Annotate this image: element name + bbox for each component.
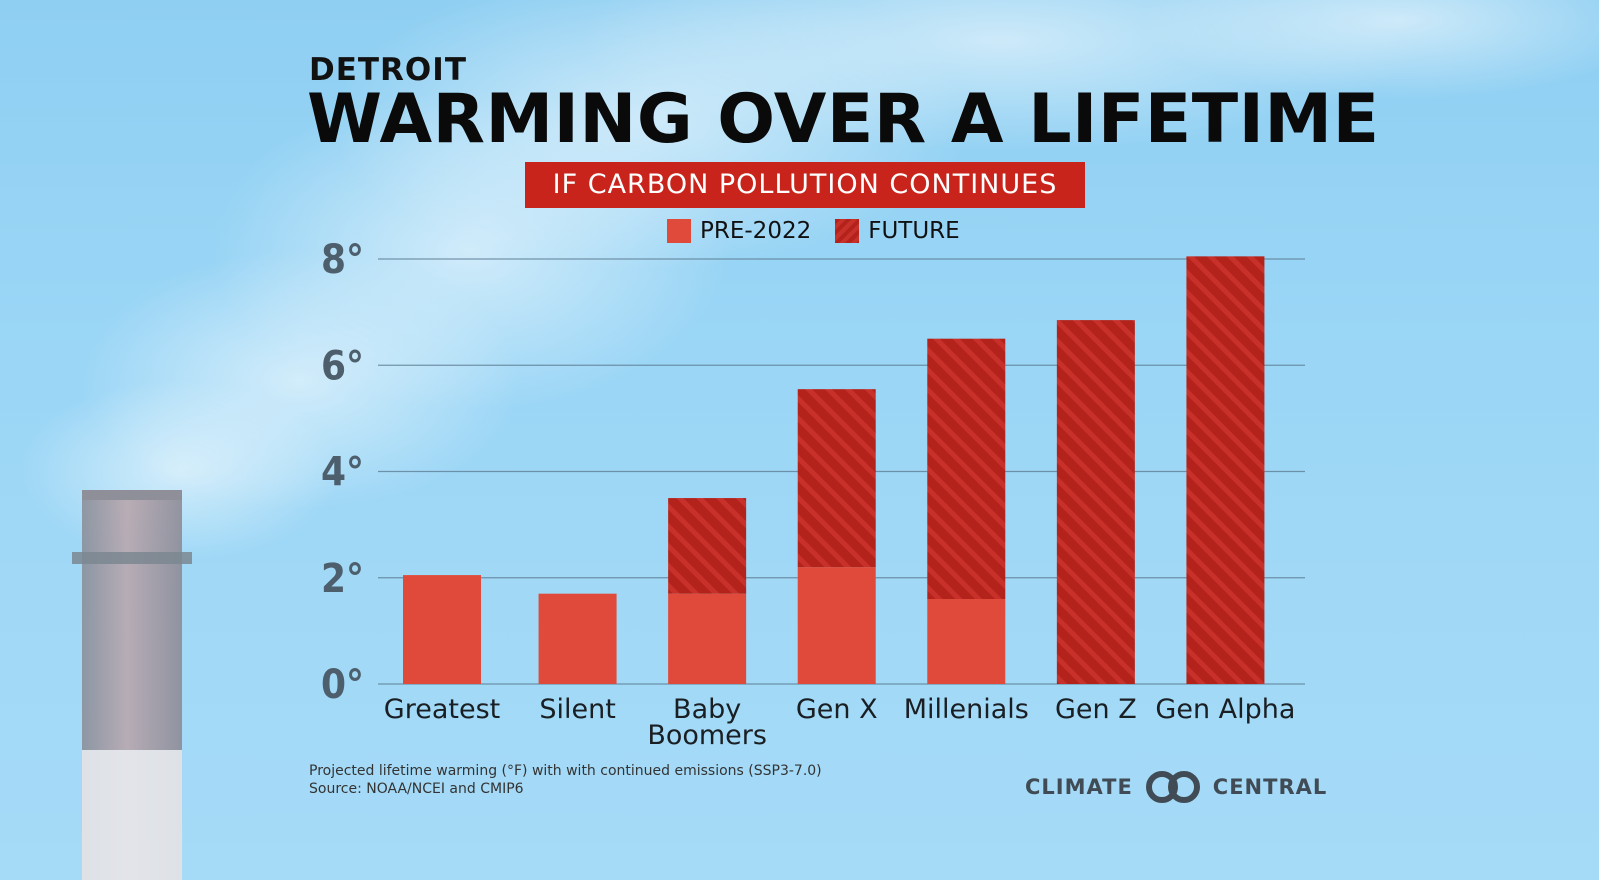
y-tick-label: 0°: [321, 662, 364, 708]
x-tick-label-line: Gen Alpha: [1155, 694, 1295, 725]
x-tick-label-line: Baby: [673, 694, 741, 725]
chart-title: WARMING OVER A LIFETIME: [307, 80, 1380, 159]
bar-future: [1186, 256, 1265, 684]
x-tick-label-line: Greatest: [384, 694, 500, 725]
bar-future: [927, 338, 1006, 599]
x-tick-label: Gen Alpha: [1155, 694, 1295, 725]
x-tick-label: Silent: [539, 694, 615, 725]
legend-item-future: FUTURE: [835, 218, 960, 244]
legend-label-future: FUTURE: [868, 218, 960, 244]
footnote-method: Projected lifetime warming (°F) with wit…: [309, 763, 822, 779]
bar-pre-2022: [668, 593, 747, 684]
brand-logo: CLIMATE CENTRAL: [1025, 770, 1327, 804]
x-tick-label: Baby Boomers: [647, 694, 767, 751]
x-tick-label: Greatest: [384, 694, 500, 725]
y-tick-label: 6°: [321, 343, 364, 389]
x-tick-label-line: Gen X: [796, 694, 878, 725]
smokestack: [72, 490, 192, 880]
bar-future: [1056, 320, 1135, 684]
brand-text-right: CENTRAL: [1212, 775, 1328, 799]
bar-pre-2022: [403, 575, 481, 684]
x-tick-label-line: Silent: [539, 694, 615, 725]
chart-kicker: DETROIT: [309, 52, 467, 88]
bar-pre-2022: [538, 593, 617, 684]
bar-pre-2022: [797, 567, 876, 684]
legend-label-pre: PRE-2022: [700, 218, 812, 244]
brand-text-left: CLIMATE: [1025, 775, 1133, 799]
footnote: Projected lifetime warming (°F) with wit…: [309, 762, 822, 798]
bar-future: [797, 389, 876, 568]
x-tick-label-line: Gen Z: [1055, 694, 1137, 725]
y-tick-label: 2°: [321, 556, 364, 602]
footnote-source: Source: NOAA/NCEI and CMIP6: [309, 781, 524, 797]
legend-swatch-pre: [667, 219, 691, 243]
chart-legend: PRE-2022 FUTURE: [667, 216, 972, 246]
x-tick-label: Millenials: [904, 694, 1029, 725]
x-tick-label-line: Boomers: [647, 720, 767, 751]
x-tick-label: Gen X: [796, 694, 878, 725]
y-tick-label: 4°: [321, 450, 364, 496]
x-tick-label: Gen Z: [1055, 694, 1137, 725]
climate-central-logo-icon: [1145, 771, 1200, 803]
y-tick-label: 8°: [321, 237, 364, 283]
x-tick-label-line: Millenials: [904, 694, 1029, 725]
chart-subtitle: IF CARBON POLLUTION CONTINUES: [525, 162, 1085, 208]
legend-swatch-future: [835, 219, 860, 243]
legend-item-pre: PRE-2022: [667, 218, 811, 244]
bar-future: [668, 498, 747, 594]
bar-pre-2022: [927, 599, 1006, 684]
